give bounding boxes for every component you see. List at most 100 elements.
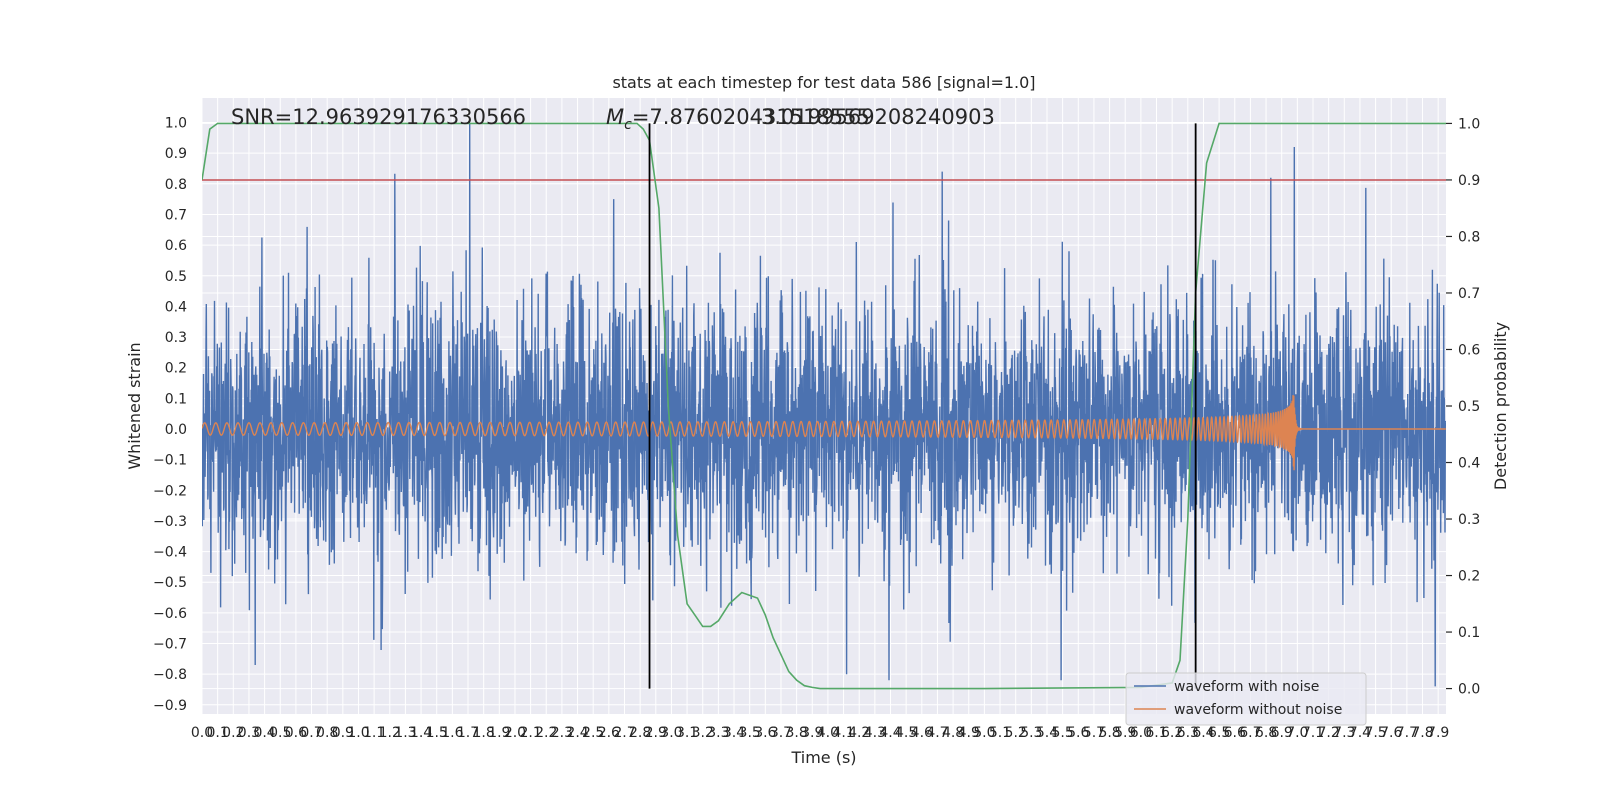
x-tick-label-70: 7.0 <box>1286 725 1308 741</box>
x-tick-label-51: 5.1 <box>989 725 1011 741</box>
x-tick-label-27: 2.7 <box>613 725 635 741</box>
x-tick-label-36: 3.6 <box>754 725 776 741</box>
x-tick-label-11: 1.1 <box>363 725 385 741</box>
legend: waveform with noise waveform without noi… <box>1125 672 1367 726</box>
x-tick-label-30: 3.0 <box>660 725 682 741</box>
y-tick-label-14: 0.5 <box>165 269 187 285</box>
x-tick-label-19: 1.9 <box>488 725 510 741</box>
x-tick-label-71: 7.1 <box>1302 725 1324 741</box>
x-tick-label-13: 1.3 <box>394 725 416 741</box>
series-waveform-without-noise <box>202 395 1446 471</box>
x-tick-label-55: 5.5 <box>1051 725 1073 741</box>
x-tick-label-12: 1.2 <box>379 725 401 741</box>
y-tick-label-6: −0.3 <box>153 514 187 530</box>
x-tick-label-57: 5.7 <box>1083 725 1105 741</box>
x-tick-label-60: 6.0 <box>1130 725 1152 741</box>
x-tick-label-62: 6.2 <box>1161 725 1183 741</box>
x-tick-label-63: 6.3 <box>1177 725 1199 741</box>
x-tick-label-6: 0.6 <box>285 725 307 741</box>
x-tick-label-26: 2.6 <box>598 725 620 741</box>
x-tick-label-39: 3.9 <box>801 725 823 741</box>
x-tick-label-14: 1.4 <box>410 725 432 741</box>
y2-axis-ticks: 0.0 0.1 0.2 0.3 0.4 0.5 0.6 0.7 0.8 0.9 1.0 <box>1446 116 1480 698</box>
x-tick-label-41: 4.1 <box>832 725 854 741</box>
x-tick-label-75: 7.5 <box>1364 725 1386 741</box>
x-tick-label-37: 3.7 <box>770 725 792 741</box>
y2-axis-label: Detection probability <box>1491 322 1510 490</box>
x-tick-label-44: 4.4 <box>879 725 901 741</box>
y-axis-ticks: −0.9 −0.8 −0.7 −0.6 −0.5 −0.4 −0.3 −0.2 −0.1 0.0 0… <box>153 116 187 714</box>
x-tick-label-72: 7.2 <box>1318 725 1340 741</box>
x-tick-label-47: 4.7 <box>926 725 948 741</box>
y-tick-label-1: −0.8 <box>153 667 187 683</box>
annotation-mc: Mc=7.876020431518555 <box>606 105 870 133</box>
y2-tick-label-4: 0.4 <box>1458 456 1480 472</box>
y-tick-label-3: −0.6 <box>153 606 187 622</box>
x-tick-label-34: 3.4 <box>723 725 745 741</box>
x-tick-label-54: 5.4 <box>1036 725 1058 741</box>
x-tick-label-7: 0.7 <box>300 725 322 741</box>
x-tick-label-4: 0.4 <box>253 725 275 741</box>
series-detection-probability <box>202 122 1446 690</box>
x-tick-label-52: 5.2 <box>1005 725 1027 741</box>
annotation-mc-value: =7.876020431518555 <box>632 105 870 129</box>
series-waveform-with-noise <box>202 122 1446 687</box>
x-tick-label-64: 6.4 <box>1192 725 1214 741</box>
x-tick-label-33: 3.3 <box>707 725 729 741</box>
x-tick-label-31: 3.1 <box>676 725 698 741</box>
y-tick-label-17: 0.8 <box>165 177 187 193</box>
annotation-third: 3.0199569208240903 <box>761 105 995 129</box>
x-tick-label-1: 0.1 <box>207 725 229 741</box>
x-tick-label-67: 6.7 <box>1239 725 1261 741</box>
y2-tick-label-2: 0.2 <box>1458 569 1480 585</box>
grid <box>201 98 1446 714</box>
y2-tick-label-9: 0.9 <box>1458 173 1480 189</box>
x-tick-label-2: 0.2 <box>222 725 244 741</box>
x-tick-label-25: 2.5 <box>582 725 604 741</box>
x-tick-label-68: 6.8 <box>1255 725 1277 741</box>
x-tick-label-28: 2.8 <box>629 725 651 741</box>
y-tick-label-7: −0.2 <box>153 483 187 499</box>
x-tick-label-66: 6.6 <box>1224 725 1246 741</box>
y-tick-label-10: 0.1 <box>165 391 187 407</box>
x-tick-label-29: 2.9 <box>645 725 667 741</box>
y2-tick-label-8: 0.8 <box>1458 229 1480 245</box>
x-tick-label-24: 2.4 <box>566 725 588 741</box>
y2-tick-label-6: 0.6 <box>1458 342 1480 358</box>
x-tick-label-76: 7.6 <box>1380 725 1402 741</box>
legend-label-with-noise: waveform with noise <box>1174 679 1319 695</box>
x-tick-label-22: 2.2 <box>535 725 557 741</box>
x-tick-label-74: 7.4 <box>1349 725 1371 741</box>
y-tick-label-9: 0.0 <box>165 422 187 438</box>
y-tick-label-0: −0.9 <box>153 698 187 714</box>
y-tick-label-5: −0.4 <box>153 545 187 561</box>
x-tick-label-78: 7.8 <box>1411 725 1433 741</box>
chart-title: stats at each timestep for test data 586… <box>612 73 1035 92</box>
x-tick-label-79: 7.9 <box>1427 725 1449 741</box>
x-axis-label: Time (s) <box>790 748 856 767</box>
annotation-snr: SNR=12.963929176330566 <box>231 105 526 129</box>
x-tick-label-18: 1.8 <box>473 725 495 741</box>
x-tick-label-16: 1.6 <box>441 725 463 741</box>
x-tick-label-3: 0.3 <box>238 725 260 741</box>
x-tick-label-49: 4.9 <box>958 725 980 741</box>
x-tick-label-17: 1.7 <box>457 725 479 741</box>
y2-tick-label-5: 0.5 <box>1458 399 1480 415</box>
y-tick-label-18: 0.9 <box>165 146 187 162</box>
x-tick-label-73: 7.3 <box>1333 725 1355 741</box>
legend-box <box>1125 672 1367 726</box>
y-tick-label-4: −0.5 <box>153 575 187 591</box>
x-tick-label-40: 4.0 <box>817 725 839 741</box>
y-tick-label-19: 1.0 <box>165 116 187 132</box>
y2-tick-label-10: 1.0 <box>1458 116 1480 132</box>
annotation-mc-symbol: M <box>606 105 624 129</box>
x-tick-label-65: 6.5 <box>1208 725 1230 741</box>
y-tick-label-2: −0.7 <box>153 637 187 653</box>
y2-tick-label-3: 0.3 <box>1458 512 1480 528</box>
x-tick-label-10: 1.0 <box>347 725 369 741</box>
y-tick-label-13: 0.4 <box>165 299 187 315</box>
x-tick-label-42: 4.2 <box>848 725 870 741</box>
x-tick-label-9: 0.9 <box>332 725 354 741</box>
x-tick-label-48: 4.8 <box>942 725 964 741</box>
